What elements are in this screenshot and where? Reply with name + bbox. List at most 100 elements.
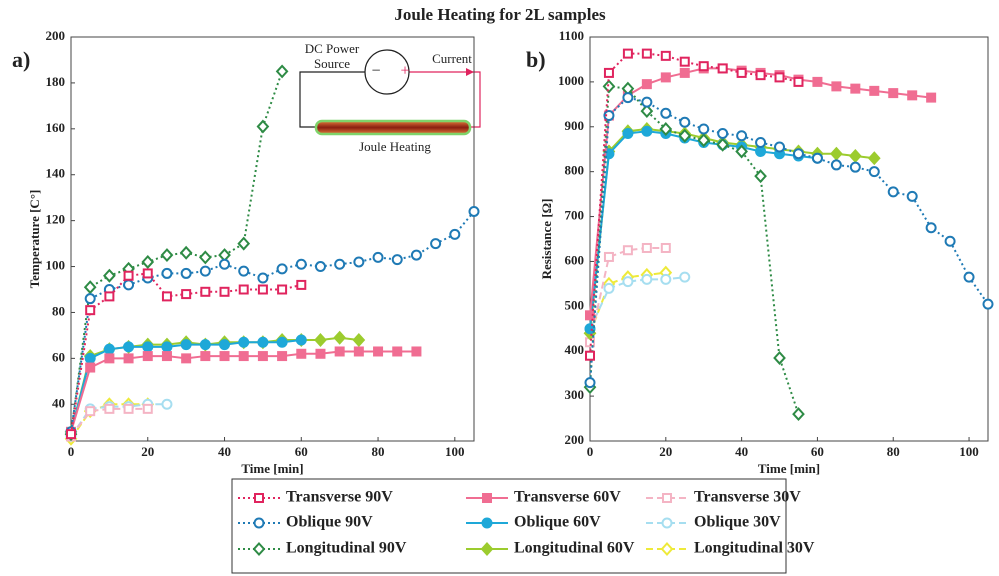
x-tick-label: 40 [218, 444, 231, 459]
data-point [926, 92, 937, 103]
data-point [755, 145, 767, 157]
inset-label: Joule Heating [359, 139, 431, 154]
legend-box [231, 478, 787, 574]
data-point [83, 280, 97, 295]
legend-marker [661, 517, 673, 529]
data-point [314, 261, 326, 273]
data-point [468, 205, 480, 217]
data-point [449, 228, 461, 240]
data-point [848, 148, 862, 163]
data-point [603, 110, 615, 122]
legend-label: Oblique 90V [286, 514, 373, 531]
data-point [199, 265, 211, 277]
legend-label: Longitudinal 30V [694, 540, 815, 557]
data-point [161, 267, 173, 279]
y-tick-label: 160 [46, 120, 66, 135]
legend-marker [481, 517, 493, 529]
data-point [850, 83, 861, 94]
data-point [869, 85, 880, 96]
data-point [622, 276, 634, 288]
data-point [736, 67, 747, 78]
x-tick-label: 80 [887, 444, 900, 459]
legend-marker [482, 493, 492, 503]
data-point [315, 348, 326, 359]
y-tick-label: 120 [46, 212, 66, 227]
y-tick-label: 400 [565, 342, 585, 357]
data-point [641, 48, 652, 59]
data-point [276, 336, 288, 348]
data-point [679, 116, 691, 128]
data-point [622, 48, 633, 59]
data-point [717, 63, 728, 74]
wire [299, 71, 365, 128]
legend-marker [252, 542, 266, 556]
x-tick-label: 20 [141, 444, 154, 459]
y-tick-label: 300 [565, 387, 585, 402]
data-point [104, 353, 115, 364]
data-point [755, 136, 767, 148]
x-tick-label: 20 [659, 444, 672, 459]
y-tick-label: 200 [565, 432, 585, 447]
data-point [641, 273, 653, 285]
x-tick-label: 80 [372, 444, 385, 459]
data-point [410, 249, 422, 261]
series-line [589, 128, 875, 334]
y-tick-label: 80 [52, 303, 65, 318]
data-point [773, 350, 786, 365]
data-point [907, 90, 918, 101]
data-point [887, 186, 899, 198]
data-point [391, 254, 403, 266]
data-point [198, 250, 212, 265]
inset-label: + [400, 63, 409, 80]
y-tick-label: 700 [565, 208, 585, 223]
y-tick-label: 100 [46, 258, 66, 273]
data-point [334, 346, 345, 357]
legend-marker [660, 542, 674, 556]
legend-marker [662, 493, 672, 503]
data-point [640, 104, 654, 119]
y-axis-label: Temperature [C°] [27, 190, 42, 289]
data-point [161, 291, 172, 302]
data-point [925, 222, 937, 234]
data-point [430, 238, 442, 250]
data-point [906, 190, 918, 202]
current-arrow [466, 68, 474, 76]
legend-marker [254, 493, 264, 503]
y-tick-label: 40 [52, 395, 65, 410]
data-point [641, 96, 653, 108]
x-axis-label: Time [min] [758, 461, 820, 476]
data-point [603, 251, 614, 262]
figure-title: Joule Heating for 2L samples [394, 5, 606, 24]
data-point [84, 293, 96, 305]
data-point [141, 254, 155, 269]
data-point [103, 343, 115, 355]
data-point [200, 286, 211, 297]
series-line [589, 130, 818, 329]
data-point [123, 353, 134, 364]
series-line [589, 271, 666, 334]
data-point [275, 64, 289, 79]
series-line [70, 350, 417, 433]
data-point [963, 271, 975, 283]
data-point [85, 305, 96, 316]
data-point [622, 92, 634, 104]
data-point [181, 353, 192, 364]
data-point [257, 272, 269, 284]
data-point [888, 88, 899, 99]
data-point [736, 130, 748, 142]
data-point [679, 271, 691, 283]
inset-diagram: DC Power Source − + Current Joule Heatin… [299, 41, 481, 154]
data-point [314, 333, 327, 347]
y-tick-label: 140 [46, 166, 66, 181]
data-point [353, 346, 364, 357]
data-point [868, 166, 880, 178]
x-tick-label: 100 [959, 444, 979, 459]
legend-label: Longitudinal 60V [514, 540, 635, 557]
data-point [585, 350, 595, 361]
y-tick-label: 200 [46, 28, 66, 43]
data-point [717, 128, 729, 140]
data-point [237, 236, 251, 251]
data-point [812, 76, 823, 87]
data-point [755, 70, 766, 81]
legend-label: Longitudinal 90V [286, 540, 407, 557]
